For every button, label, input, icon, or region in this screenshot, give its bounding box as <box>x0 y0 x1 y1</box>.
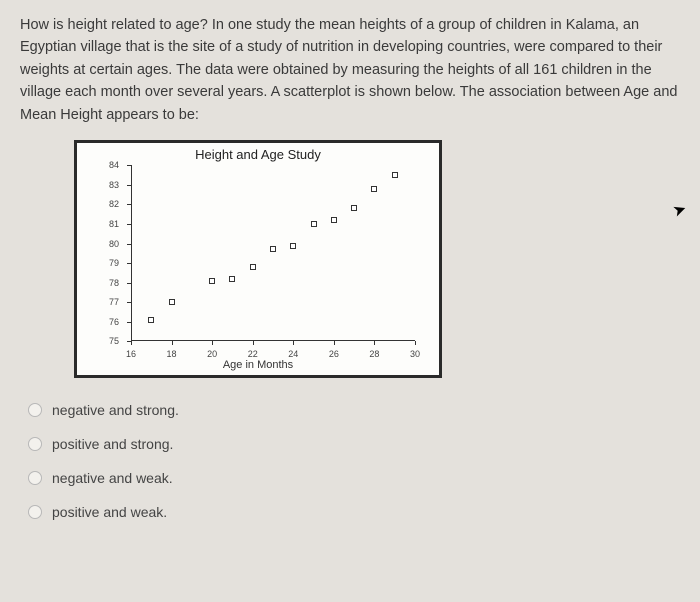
x-tick-label: 22 <box>248 349 258 359</box>
x-tick-label: 18 <box>167 349 177 359</box>
y-tick-label: 83 <box>109 180 119 190</box>
option-row[interactable]: negative and weak. <box>28 470 680 486</box>
question-text: How is height related to age? In one stu… <box>20 14 680 126</box>
radio-button[interactable] <box>28 403 42 417</box>
option-row[interactable]: positive and strong. <box>28 436 680 452</box>
scatter-marker <box>169 299 175 305</box>
y-tick <box>127 224 131 225</box>
chart-title: Height and Age Study <box>77 147 439 162</box>
y-tick <box>127 204 131 205</box>
y-tick <box>127 165 131 166</box>
x-tick <box>415 341 416 345</box>
scatter-marker <box>331 217 337 223</box>
x-tick-label: 16 <box>126 349 136 359</box>
x-tick-label: 26 <box>329 349 339 359</box>
y-tick-label: 82 <box>109 199 119 209</box>
scatter-marker <box>148 317 154 323</box>
scatter-marker <box>351 205 357 211</box>
chart-frame: Height and Age Study 1618202224262830757… <box>74 140 442 378</box>
y-tick <box>127 244 131 245</box>
plot-area: 161820222426283075767778798081828384 <box>131 165 415 341</box>
x-tick <box>131 341 132 345</box>
scatter-marker <box>250 264 256 270</box>
option-row[interactable]: negative and strong. <box>28 402 680 418</box>
y-tick-label: 75 <box>109 336 119 346</box>
y-tick <box>127 302 131 303</box>
x-tick <box>212 341 213 345</box>
x-tick-label: 24 <box>288 349 298 359</box>
radio-button[interactable] <box>28 437 42 451</box>
scatter-marker <box>209 278 215 284</box>
option-label: negative and weak. <box>52 470 173 486</box>
scatter-marker <box>290 243 296 249</box>
y-tick-label: 76 <box>109 317 119 327</box>
y-tick-label: 84 <box>109 160 119 170</box>
y-tick <box>127 263 131 264</box>
radio-button[interactable] <box>28 471 42 485</box>
scatter-marker <box>311 221 317 227</box>
x-tick <box>374 341 375 345</box>
x-axis-label: Age in Months <box>77 359 439 371</box>
x-tick-label: 30 <box>410 349 420 359</box>
y-tick <box>127 185 131 186</box>
scatter-marker <box>392 172 398 178</box>
x-tick-label: 20 <box>207 349 217 359</box>
answer-options: negative and strong. positive and strong.… <box>28 402 680 520</box>
x-tick <box>293 341 294 345</box>
x-tick <box>334 341 335 345</box>
x-tick-label: 28 <box>369 349 379 359</box>
x-tick <box>253 341 254 345</box>
scatter-marker <box>229 276 235 282</box>
x-axis-line <box>131 340 415 341</box>
x-tick <box>172 341 173 345</box>
scatter-marker <box>371 186 377 192</box>
radio-button[interactable] <box>28 505 42 519</box>
y-axis-line <box>131 165 132 341</box>
y-tick-label: 78 <box>109 278 119 288</box>
scatter-marker <box>270 246 276 252</box>
option-label: positive and strong. <box>52 436 173 452</box>
y-tick <box>127 322 131 323</box>
cursor-icon: ➤ <box>670 198 689 221</box>
y-tick <box>127 283 131 284</box>
y-tick-label: 79 <box>109 258 119 268</box>
y-tick-label: 80 <box>109 239 119 249</box>
y-tick-label: 77 <box>109 297 119 307</box>
option-row[interactable]: positive and weak. <box>28 504 680 520</box>
option-label: positive and weak. <box>52 504 167 520</box>
y-tick <box>127 341 131 342</box>
option-label: negative and strong. <box>52 402 179 418</box>
y-tick-label: 81 <box>109 219 119 229</box>
